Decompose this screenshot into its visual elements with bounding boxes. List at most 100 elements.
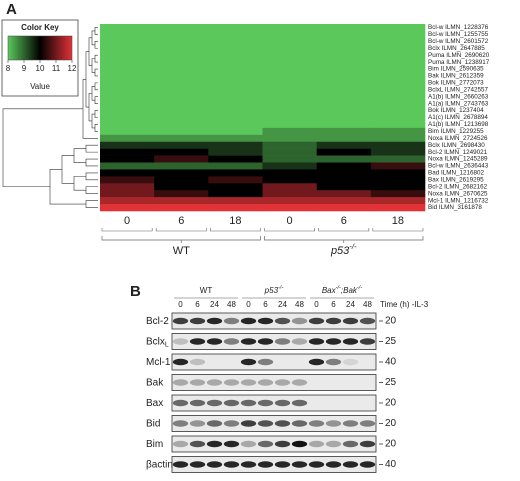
panel-label: A <box>6 1 17 18</box>
heatmap-cell <box>262 30 317 39</box>
heatmap-cell <box>370 114 426 122</box>
group-label-part: p53 <box>264 286 279 295</box>
row-label: A1(c) ILMN_2678894 <box>428 114 488 121</box>
row-label: Bcl-w ILMN_2636443 <box>428 163 489 170</box>
heatmap-cell <box>316 120 372 129</box>
row-label: Bok ILMN_1237404 <box>428 107 484 114</box>
color-key-bar <box>7 35 73 61</box>
time-label: 48 <box>363 300 372 309</box>
heatmap-cell <box>154 79 209 87</box>
band <box>189 317 206 325</box>
heatmap-cell <box>100 37 155 46</box>
heatmap-cell <box>208 114 263 122</box>
time-label: Time (h) -IL-3 <box>380 300 429 309</box>
protein-label: Bak <box>146 377 164 388</box>
band <box>325 461 342 468</box>
band <box>223 379 240 386</box>
heatmap-cell <box>100 162 155 170</box>
heatmap-cell <box>100 65 155 73</box>
heatmap-cell <box>370 155 426 163</box>
row-label: Noxa ILMN_1245289 <box>428 156 488 163</box>
row-label: Bak ILMN_2612359 <box>428 73 484 80</box>
heatmap-cell <box>370 58 426 66</box>
row-label: BclxL ILMN_2742557 <box>428 86 488 93</box>
mw-label: 40 <box>385 459 397 470</box>
band <box>257 461 274 468</box>
blot-strip <box>171 353 377 371</box>
heatmap-cell <box>100 148 155 156</box>
heatmap-cell <box>316 24 372 32</box>
heatmap-cell <box>316 107 372 115</box>
blot-strip <box>171 312 377 330</box>
heatmap-cell <box>208 93 263 101</box>
heatmap-cell <box>100 183 155 191</box>
band <box>206 440 223 448</box>
time-bracket <box>155 228 207 232</box>
heatmap-cell <box>100 114 155 122</box>
heatmap-cell <box>208 162 263 170</box>
band <box>274 399 291 407</box>
row-label: Bclx ILMN_2698430 <box>428 142 485 149</box>
heatmap-cell <box>262 169 317 177</box>
band <box>291 399 308 407</box>
row-label: Puma ILMN_2690620 <box>428 52 490 59</box>
dendrogram-branch <box>91 113 95 129</box>
heatmap-cell <box>316 114 372 122</box>
band <box>257 440 274 448</box>
genotype-bracket <box>264 236 424 243</box>
time-bracket <box>264 228 315 232</box>
heatmap-cell <box>370 100 426 108</box>
protein-label: βactin <box>146 459 173 470</box>
group-label-part: Bax <box>322 286 337 295</box>
heatmap-cell <box>100 141 155 149</box>
row-label: Bcl-2 ILMN_2682162 <box>428 183 488 190</box>
heatmap-cell <box>208 30 263 39</box>
heatmap-cell <box>100 93 155 101</box>
heatmap-cell <box>154 162 209 170</box>
band <box>291 317 308 325</box>
heatmap-cell <box>262 79 317 87</box>
protein-label: Bcl-2 <box>146 316 169 327</box>
heatmap-cell <box>262 162 317 170</box>
heatmap-cell <box>154 155 209 163</box>
genotype-bracket <box>101 236 261 243</box>
blot-strip <box>171 333 377 350</box>
band <box>308 338 325 345</box>
dendrogram-branch <box>85 51 89 108</box>
color-key-tick-label: 8 <box>6 64 11 73</box>
time-bracket <box>318 228 370 232</box>
protein-label-part: Bcl-2 <box>146 316 169 327</box>
band <box>206 317 223 325</box>
heatmap-cell <box>154 148 209 156</box>
dendrogram-branch <box>85 158 98 167</box>
band <box>291 461 308 468</box>
heatmap-cell <box>262 141 317 149</box>
band <box>291 440 308 448</box>
band <box>359 420 376 427</box>
band <box>359 461 376 468</box>
heatmap-cell <box>208 86 263 94</box>
band <box>291 379 308 386</box>
band <box>189 461 206 468</box>
heatmap-cell <box>154 114 209 122</box>
heatmap-cell <box>316 127 372 136</box>
band <box>223 461 240 468</box>
heatmap-cell <box>100 155 155 163</box>
protein-label: Mcl-1 <box>146 357 171 368</box>
dendrogram-branch <box>2 108 83 188</box>
band <box>189 379 206 386</box>
heatmap-cell <box>262 190 317 198</box>
genotype-label-part: WT <box>173 245 190 257</box>
color-key-tick-label: 11 <box>52 64 61 73</box>
dendrogram-branch <box>73 176 86 191</box>
row-label: Noxa ILMN_2724526 <box>428 135 488 142</box>
heatmap-cell <box>370 93 426 101</box>
band <box>308 461 325 468</box>
dendrogram-branch <box>94 27 98 35</box>
heatmap-cell <box>262 24 317 32</box>
panel-label: B <box>130 283 141 300</box>
heatmap-cell <box>370 120 426 129</box>
heatmap-cell <box>100 204 155 212</box>
band <box>274 338 291 345</box>
protein-label-part: Bax <box>146 398 163 409</box>
